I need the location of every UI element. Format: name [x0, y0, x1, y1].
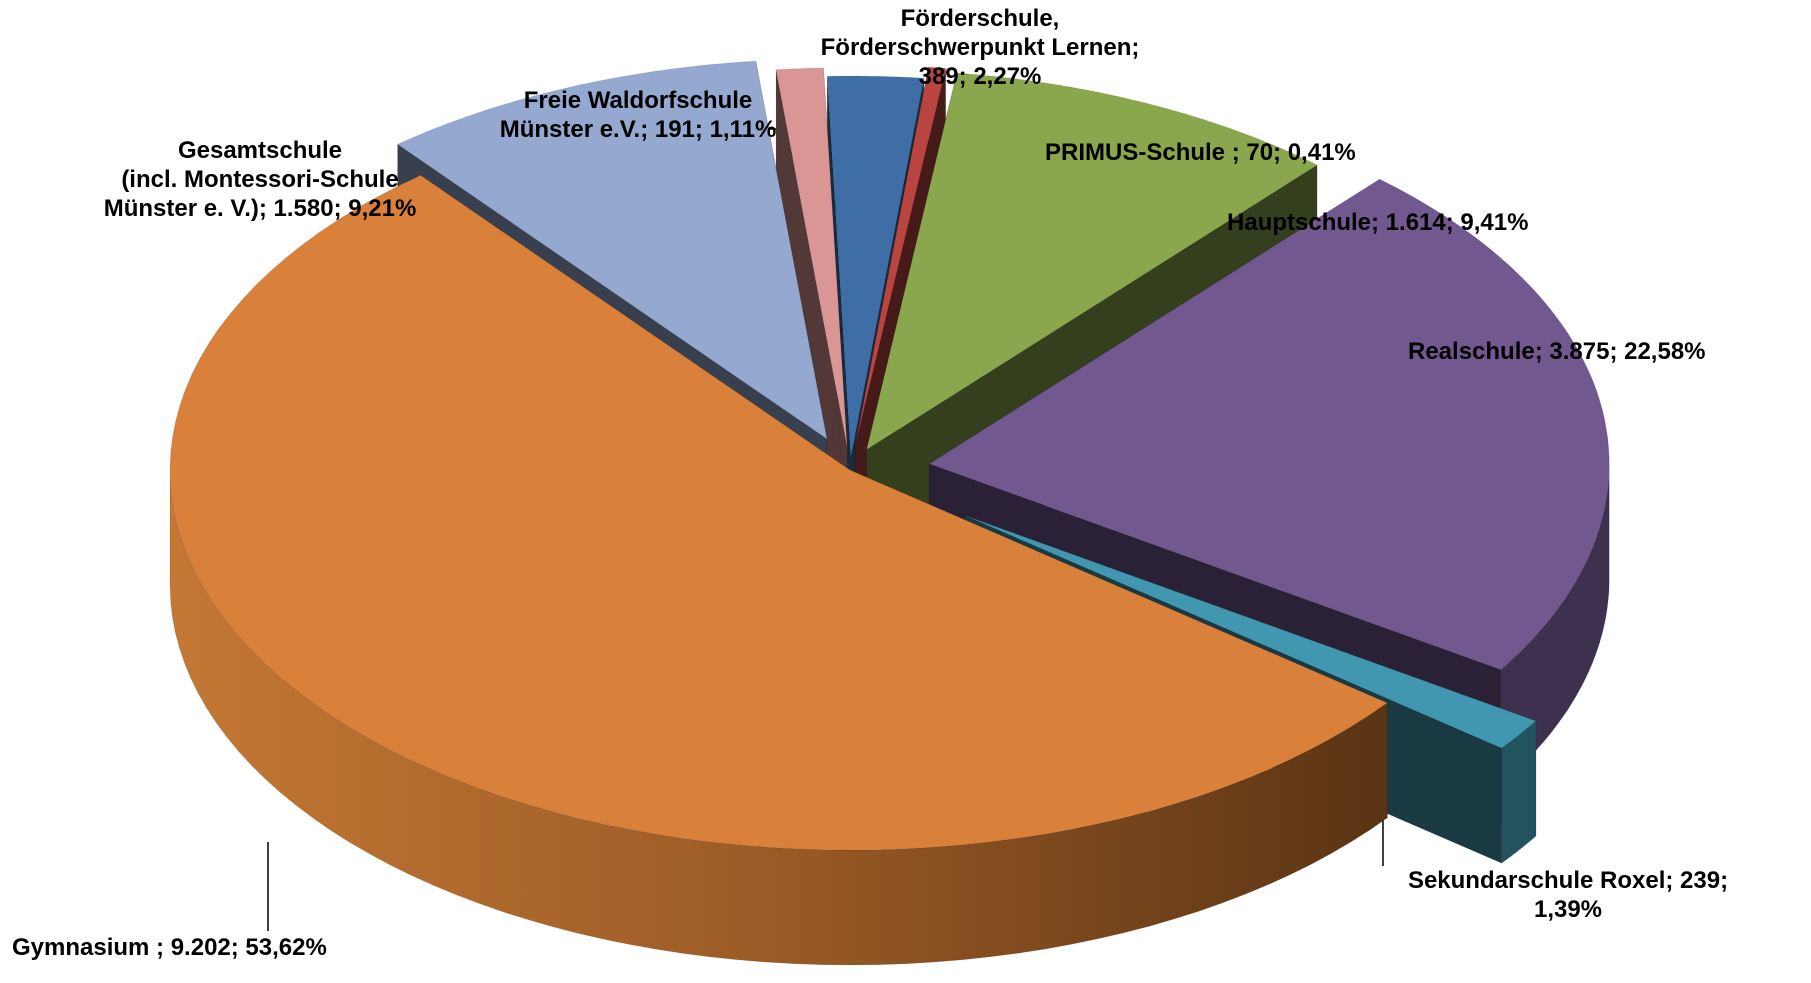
- slice-1-top: [854, 66, 947, 446]
- slice-label-line: Förderschwerpunkt Lernen;: [820, 34, 1140, 61]
- slice-5-top: [169, 174, 1389, 851]
- slice-5: [169, 174, 1389, 966]
- slice-label-line: Freie Waldorfschule: [523, 87, 753, 114]
- slice-label-5: Gymnasium ; 9.202; 53,62%: [12, 933, 412, 962]
- slice-7-top: [775, 67, 848, 448]
- slice-label-line: 1,39%: [1533, 896, 1603, 923]
- slice-6-top: [396, 60, 828, 441]
- slice-7: [775, 67, 848, 563]
- slice-label-2: Hauptschule; 1.614; 9,41%: [1227, 208, 1607, 237]
- slice-label-line: Münster e.V.; 191; 1,11%: [499, 116, 777, 143]
- slice-label-0: Förderschule, Förderschwerpunkt Lernen; 38…: [790, 4, 1170, 91]
- slice-label-3: Realschule; 3.875; 22,58%: [1408, 337, 1808, 366]
- slice-4-top: [964, 514, 1537, 749]
- slice-label-line: Hauptschule; 1.614; 9,41%: [1227, 209, 1529, 236]
- slice-label-line: Gesamtschule: [177, 137, 343, 164]
- slice-label-4: Sekundarschule Roxel; 239; 1,39%: [1358, 866, 1778, 924]
- slice-label-6: Gesamtschule (incl. Montessori-Schule Müns…: [70, 136, 450, 223]
- slice-4-side-0: [1501, 719, 1537, 865]
- slice-label-line: Münster e. V.); 1.580; 9,21%: [103, 195, 417, 222]
- slice-label-line: 389; 2,27%: [918, 63, 1042, 90]
- slice-label-line: PRIMUS-Schule ; 70; 0,41%: [1045, 139, 1356, 166]
- slice-label-line: Realschule; 3.875; 22,58%: [1408, 338, 1706, 365]
- slice-2-top: [865, 72, 1319, 451]
- slice-label-line: Gymnasium ; 9.202; 53,62%: [12, 934, 327, 961]
- slice-label-1: PRIMUS-Schule ; 70; 0,41%: [1045, 138, 1425, 167]
- slice-label-7: Freie Waldorfschule Münster e.V.; 191; 1,…: [448, 86, 828, 144]
- slice-3-top: [928, 178, 1610, 671]
- slice-label-line: Sekundarschule Roxel; 239;: [1407, 867, 1729, 894]
- pie-slices: [169, 60, 1610, 966]
- slice-label-line: Förderschule,: [900, 5, 1060, 32]
- slice-0-top: [826, 75, 925, 457]
- slice-label-line: (incl. Montessori-Schule: [121, 166, 399, 193]
